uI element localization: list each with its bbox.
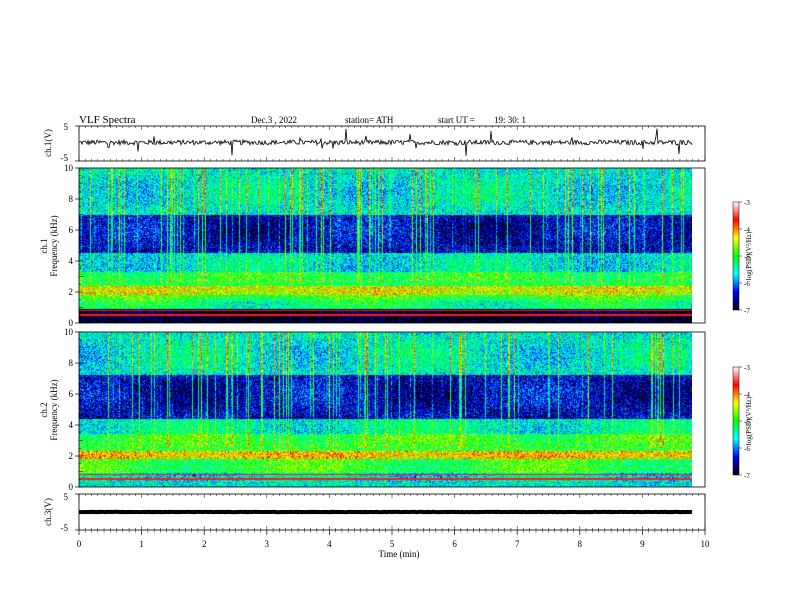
start-time-value: 19: 30: 1 <box>494 115 526 125</box>
time-axis: 0 1 2 3 4 5 6 7 8 9 10 <box>77 530 710 549</box>
colorbar-tick-label: -6 <box>744 280 750 288</box>
ch2-spectrogram-ylabel-freq: Frequency (kHz) <box>49 379 59 440</box>
station-label: station= ATH <box>345 115 394 125</box>
colorbar-gradient <box>732 366 740 476</box>
time-axis-tick-label: 0 <box>77 539 82 549</box>
spectrogram-ytick-label: 4 <box>69 256 74 266</box>
colorbar-tick-label: -4 <box>744 226 750 234</box>
time-axis-tick-label: 9 <box>640 539 645 549</box>
colorbar-label: log(PSD)(V²/Hz) <box>745 231 753 280</box>
ch2-spectrogram-yticks: 0 2 4 6 8 10 <box>64 327 83 492</box>
time-axis-tick-label: 6 <box>452 539 457 549</box>
colorbar-tick-label: -7 <box>744 307 750 315</box>
time-axis-tick-label: 4 <box>327 539 332 549</box>
spectrogram-ytick-label: 6 <box>69 225 74 235</box>
ch1-voltage-ylabel: ch.1(V) <box>43 129 53 157</box>
ch1-voltage-ticks <box>75 125 706 162</box>
colorbar-tick-label: -5 <box>744 418 750 426</box>
ch1-colorbar: -3 -4 -5 -6 -7 log(PSD)(V²/Hz) <box>732 199 753 315</box>
ch1-voltage-ytick-bottom: -5 <box>61 153 69 163</box>
ch3-voltage-ytick-top: 5 <box>64 492 69 502</box>
colorbar-tick-label: -4 <box>744 391 750 399</box>
ch1-spectrogram-yticks: 0 2 4 6 8 10 <box>64 163 83 328</box>
ch2-spectrogram-image <box>79 332 692 487</box>
colorbar-gradient <box>732 201 740 311</box>
time-axis-tick-label: 5 <box>390 539 395 549</box>
time-axis-tick-label: 1 <box>139 539 144 549</box>
ch1-voltage-trace <box>78 128 693 156</box>
ch1-spectrogram-ylabel-freq: Frequency (kHz) <box>49 215 59 276</box>
spectrogram-ytick-label: 2 <box>69 287 74 297</box>
spectrogram-ytick-label: 0 <box>69 482 74 492</box>
start-ut-label: start UT = <box>438 115 475 125</box>
date-label: Dec.3 , 2022 <box>251 115 297 125</box>
spectrogram-ytick-label: 8 <box>69 194 74 204</box>
ch2-spectrogram-panel: 0 2 4 6 8 10 ch.2 Frequency (kHz) <box>39 327 706 492</box>
ch2-spectrogram-ylabel-channel: ch.2 <box>39 402 49 417</box>
time-axis-tick-label: 8 <box>578 539 583 549</box>
colorbar-tick-label: -6 <box>744 445 750 453</box>
figure-title: VLF Spectra <box>79 114 136 126</box>
spectrogram-ytick-label: 10 <box>64 327 74 337</box>
colorbar-tick-label: -7 <box>744 472 750 480</box>
ch3-voltage-ticks <box>75 493 706 531</box>
time-axis-tick-label: 7 <box>515 539 520 549</box>
spectrogram-ytick-label: 4 <box>69 420 74 430</box>
ch1-spectrogram-image <box>79 168 692 323</box>
ch1-voltage-panel: 5 -5 ch.1(V) <box>43 122 706 163</box>
ch3-voltage-ytick-bottom: -5 <box>61 523 69 533</box>
colorbar-tick-label: -3 <box>744 364 750 372</box>
time-axis-label: Time (min) <box>379 549 420 559</box>
spectrogram-ytick-label: 6 <box>69 389 74 399</box>
spectrogram-ytick-label: 0 <box>69 318 74 328</box>
ch3-voltage-panel: 5 -5 ch.3(V) <box>43 492 706 533</box>
ch1-voltage-ytick-top: 5 <box>64 122 69 132</box>
ch3-voltage-ylabel: ch.3(V) <box>43 498 53 526</box>
colorbar-label: log(PSD)(V²/Hz) <box>745 396 753 445</box>
time-axis-tick-label: 3 <box>265 539 270 549</box>
spectrogram-ytick-label: 8 <box>69 358 74 368</box>
ch1-spectrogram-panel: 0 2 4 6 8 10 ch.1 Frequency (kHz) <box>39 163 706 328</box>
colorbar-tick-label: -3 <box>744 199 750 207</box>
colorbar-tick-label: -5 <box>744 253 750 261</box>
spectrogram-ytick-label: 2 <box>69 451 74 461</box>
ch2-colorbar: -3 -4 -5 -6 -7 log(PSD)(V²/Hz) <box>732 364 753 480</box>
time-axis-tick-label: 10 <box>701 539 711 549</box>
time-axis-tick-label: 2 <box>202 539 207 549</box>
ch1-spectrogram-ylabel-channel: ch.1 <box>39 238 49 253</box>
spectrogram-ytick-label: 10 <box>64 163 74 173</box>
